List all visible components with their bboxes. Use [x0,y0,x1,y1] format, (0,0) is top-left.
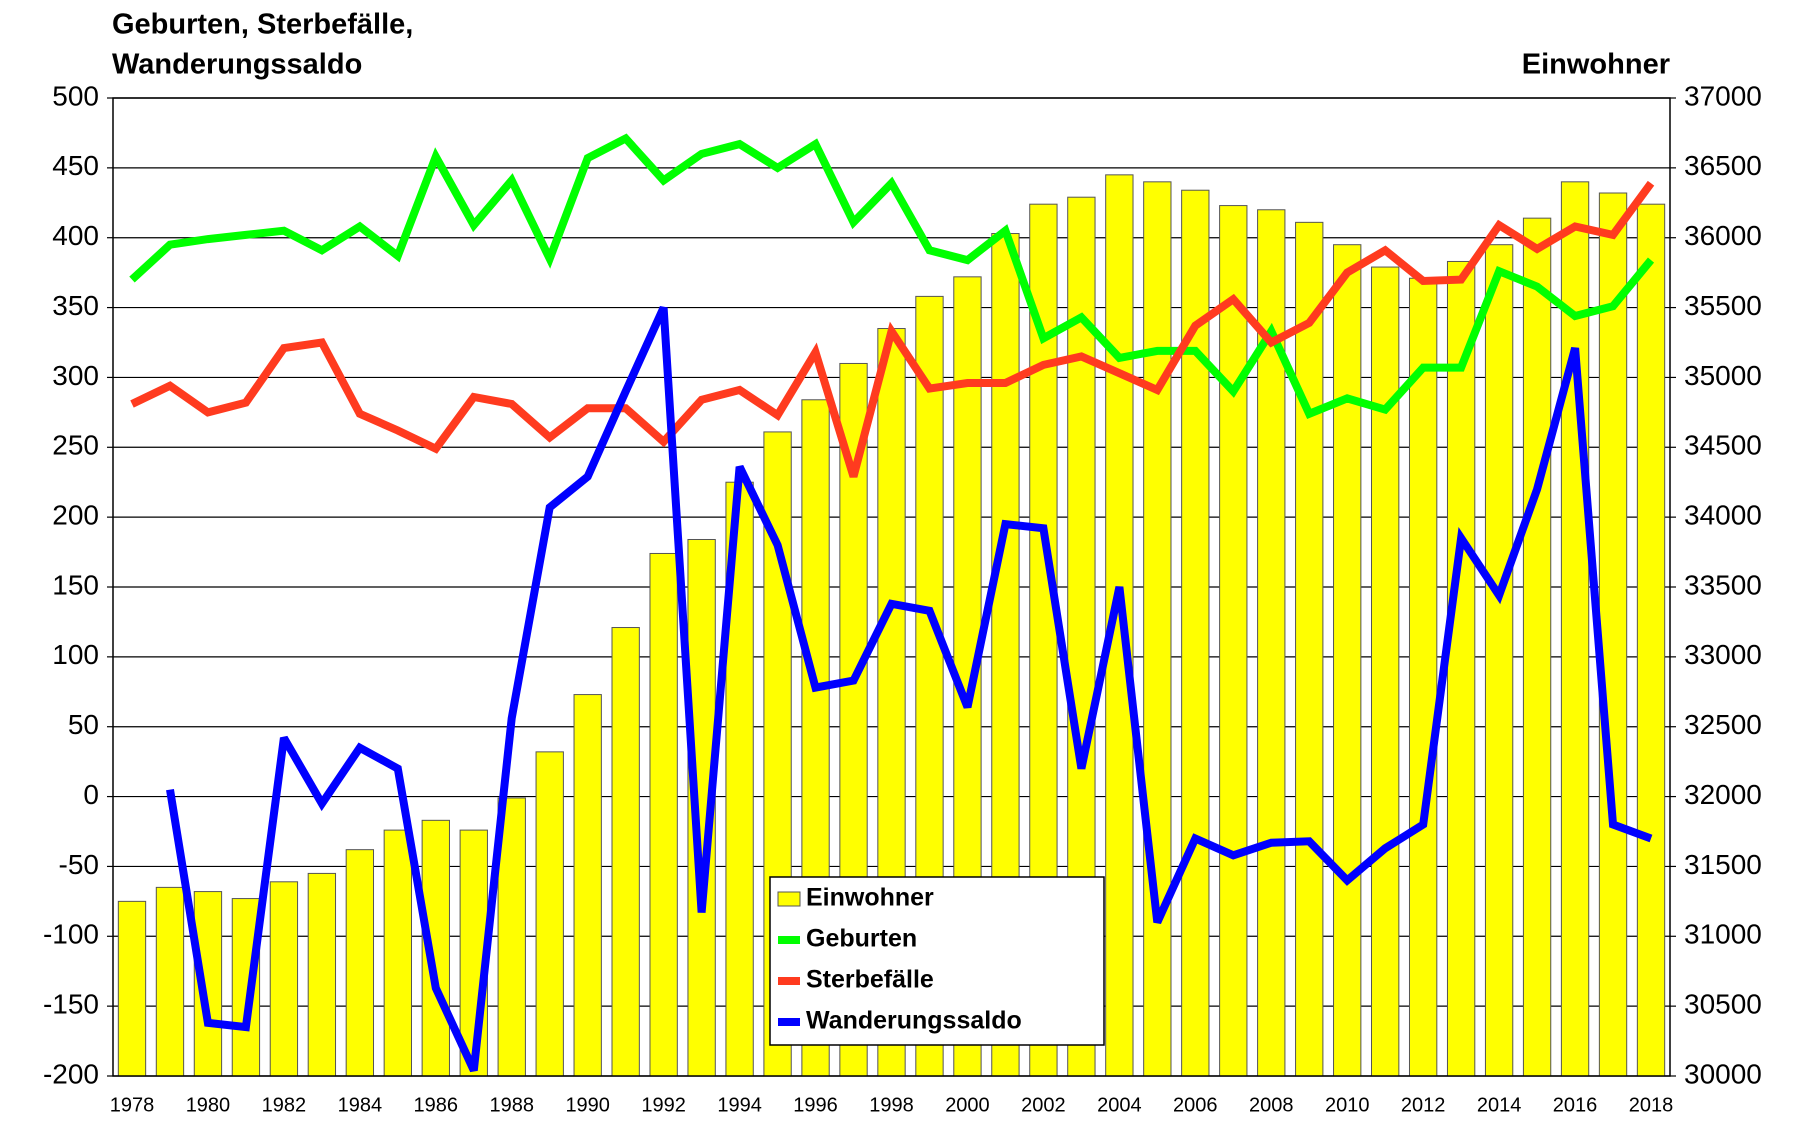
x-tick-label: 2016 [1553,1094,1598,1116]
y2-tick-label: 35500 [1684,290,1762,321]
y2-tick-label: 33000 [1684,639,1762,670]
x-tick-label: 1996 [793,1094,838,1116]
legend-label: Sterbefälle [806,966,934,994]
y-tick-label: 350 [52,290,99,321]
y-tick-label: 100 [52,639,99,670]
y2-tick-label: 36000 [1684,220,1762,251]
legend [769,876,1105,1046]
legend-label: Geburten [806,925,917,953]
x-tick-label: 2002 [1021,1094,1066,1116]
bar [1636,203,1666,1077]
x-tick-label: 1982 [262,1094,307,1116]
y-tick-label: 400 [52,220,99,251]
y2-tick-label: 30000 [1684,1058,1762,1089]
y-tick-label: -200 [43,1058,99,1089]
bar [345,849,375,1077]
bar [611,627,640,1077]
legend-label: Einwohner [806,884,934,912]
x-tick-label: 2014 [1477,1094,1522,1116]
y2-tick-label: 32000 [1684,779,1762,810]
legend-label: Wanderungssaldo [806,1007,1022,1035]
plot-border [112,97,1671,1077]
bar [155,886,185,1077]
y2-tick-label: 31000 [1684,919,1762,950]
legend-swatch [777,891,801,907]
bar [383,829,412,1077]
y2-tick-label: 36500 [1684,150,1762,181]
y-tick-label: 50 [68,709,99,740]
y-tick-label: -150 [43,989,99,1020]
bar [1446,260,1476,1077]
y2-title: Einwohner [1522,49,1670,81]
bar [307,872,337,1077]
bar [1257,209,1286,1077]
chart-title: Geburten, Sterbefälle, [112,9,413,41]
x-tick-label: 2008 [1249,1094,1294,1116]
x-tick-label: 2010 [1325,1094,1370,1116]
bar [1333,244,1362,1077]
bar [1408,277,1438,1077]
y2-tick-label: 33500 [1684,569,1762,600]
bar [535,751,564,1077]
bar [1598,192,1628,1077]
x-tick-label: 2000 [945,1094,990,1116]
x-tick-label: 1992 [641,1094,686,1116]
x-tick-label: 2004 [1097,1094,1142,1116]
x-tick-label: 1986 [414,1094,459,1116]
bar [1143,181,1172,1077]
y2-tick-label: 31500 [1684,849,1762,880]
y2-tick-label: 37000 [1684,80,1762,111]
y-tick-label: 500 [52,80,99,111]
y2-tick-label: 34500 [1684,430,1762,461]
bar [1371,266,1400,1077]
x-tick-label: 1998 [869,1094,914,1116]
bar [269,881,299,1077]
x-tick-label: 2012 [1401,1094,1446,1116]
y-tick-label: -100 [43,919,99,950]
x-tick-label: 2006 [1173,1094,1218,1116]
x-tick-label: 1978 [110,1094,155,1116]
line [166,305,1653,1073]
chart-title: Wanderungssaldo [112,49,362,81]
y2-tick-label: 34000 [1684,500,1762,531]
bar [1295,221,1324,1077]
x-tick-label: 1980 [186,1094,231,1116]
x-tick-label: 1994 [717,1094,762,1116]
bar [117,900,147,1077]
y-tick-label: 200 [52,500,99,531]
bar [1522,217,1552,1077]
bar [1219,205,1248,1077]
y2-tick-label: 32500 [1684,709,1762,740]
bar [1484,244,1514,1077]
y-tick-label: -50 [59,849,99,880]
y-tick-label: 150 [52,569,99,600]
y-tick-label: 0 [83,779,99,810]
bar [649,552,678,1077]
line [130,180,1655,478]
y2-tick-label: 35000 [1684,360,1762,391]
line [129,133,1655,419]
y-tick-label: 450 [52,150,99,181]
y2-tick-label: 30500 [1684,989,1762,1020]
x-tick-label: 1984 [338,1094,383,1116]
x-tick-label: 1990 [565,1094,610,1116]
x-tick-label: 2018 [1629,1094,1674,1116]
bar [573,694,602,1077]
y-tick-label: 300 [52,360,99,391]
x-tick-label: 1988 [489,1094,534,1116]
y-tick-label: 250 [52,430,99,461]
